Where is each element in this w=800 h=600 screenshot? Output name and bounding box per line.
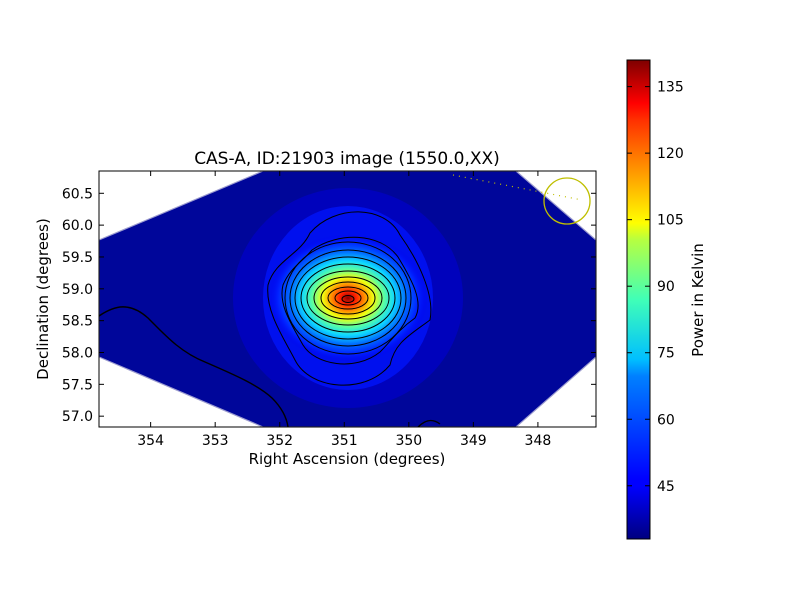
y-tick-label: 57.5 [62, 377, 93, 393]
y-tick-label: 60.5 [62, 186, 93, 202]
colorbar-tick-label: 135 [657, 80, 684, 96]
colorbar-tick-label: 120 [657, 146, 684, 162]
y-tick-label: 57.0 [62, 409, 93, 425]
y-tick-label: 59.5 [62, 250, 93, 266]
y-tick-label: 60.0 [62, 218, 93, 234]
y-axis-ticks: 57.0 57.5 58.0 58.5 59.0 59.5 60.0 60.5 [62, 186, 596, 425]
y-tick-label: 58.0 [62, 345, 93, 361]
x-tick-label: 354 [137, 433, 164, 449]
colorbar-tick-label: 105 [657, 213, 684, 229]
contour-lower-left [99, 306, 289, 427]
colorbar-tick-label: 45 [657, 479, 675, 495]
x-tick-label: 351 [331, 433, 358, 449]
contour-5 [294, 256, 402, 340]
contour-3 [284, 241, 412, 355]
x-tick-label: 349 [460, 433, 487, 449]
colorbar-tick-label: 60 [657, 412, 675, 428]
x-axis-label: Right Ascension (degrees) [249, 450, 446, 468]
x-tick-label: 352 [266, 433, 293, 449]
contour-outer [267, 211, 432, 386]
sky-image [99, 171, 596, 427]
contours [99, 211, 441, 427]
x-axis-ticks: 354 353 352 351 350 349 348 [137, 171, 551, 449]
colorbar-tick-label: 90 [657, 279, 675, 295]
source-emission [268, 234, 428, 362]
y-axis-label: Declination (degrees) [34, 218, 52, 380]
axes-frame [98, 170, 597, 428]
y-tick-label: 59.0 [62, 282, 93, 298]
contour-10 [327, 286, 369, 310]
chart-title: CAS-A, ID:21903 image (1550.0,XX) [194, 149, 500, 169]
colorbar-tick-label: 75 [657, 346, 675, 362]
beam-marker [452, 174, 591, 225]
contour-lower-right [417, 419, 441, 427]
beam-circle [543, 177, 591, 225]
contour-7 [306, 270, 390, 326]
x-tick-label: 350 [395, 433, 422, 449]
y-tick-label: 58.5 [62, 314, 93, 330]
colorbar [626, 59, 651, 540]
colorbar-ticks: 45 60 75 90 105 120 135 [627, 80, 684, 495]
contour-8 [313, 276, 383, 320]
colorbar-label: Power in Kelvin [689, 243, 707, 357]
contour-11 [334, 290, 362, 306]
contour-9 [320, 281, 376, 315]
contour-6 [300, 263, 396, 333]
x-tick-label: 348 [525, 433, 552, 449]
x-tick-label: 353 [202, 433, 229, 449]
contour-2 [281, 236, 419, 365]
contour-4 [289, 249, 407, 347]
contour-12 [341, 295, 355, 303]
